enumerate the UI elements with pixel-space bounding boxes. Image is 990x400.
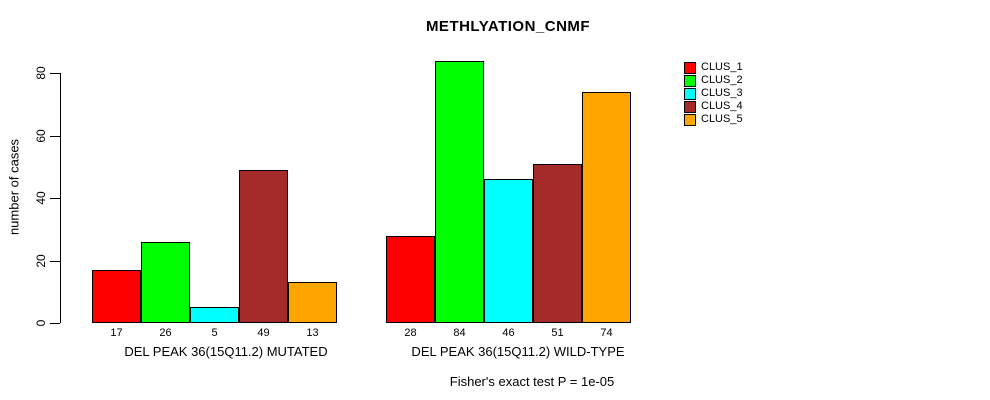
bar-clus_2-group2 bbox=[435, 60, 484, 323]
y-tick-label-40: 40 bbox=[34, 191, 48, 205]
bar-value-label: 84 bbox=[453, 327, 466, 339]
bar-clus_4-group1 bbox=[239, 169, 288, 323]
bar-value-label: 74 bbox=[600, 327, 613, 339]
chart-title: METHLYATION_CNMF bbox=[425, 18, 591, 35]
bar-clus_3-group2 bbox=[484, 179, 533, 323]
y-tick-label-20: 20 bbox=[34, 253, 48, 268]
bar-value-label: 26 bbox=[159, 327, 172, 339]
legend-label-clus_3: CLUS_3 bbox=[701, 87, 743, 99]
y-tick-label-0: 0 bbox=[34, 319, 48, 327]
bar-value-label: 28 bbox=[404, 327, 417, 339]
bar-value-label: 51 bbox=[551, 327, 564, 339]
bar-value-label: 49 bbox=[257, 327, 270, 339]
bar-clus_4-group2 bbox=[533, 163, 582, 323]
legend-label-clus_5: CLUS_5 bbox=[701, 113, 743, 125]
y-axis-line bbox=[60, 73, 61, 323]
bar-value-label: 13 bbox=[306, 327, 319, 339]
bar-value-label: 17 bbox=[110, 327, 123, 339]
bar-clus_5-group2 bbox=[582, 91, 631, 323]
y-tick-label-60: 60 bbox=[34, 128, 48, 143]
bar-clus_5-group1 bbox=[288, 282, 337, 323]
bar-clus_1-group1 bbox=[92, 269, 141, 323]
y-tick-0 bbox=[50, 323, 60, 324]
legend-label-clus_1: CLUS_1 bbox=[701, 61, 743, 73]
legend-swatch-clus_5 bbox=[684, 114, 696, 126]
bar-value-label: 5 bbox=[211, 327, 218, 339]
legend-label-clus_4: CLUS_4 bbox=[701, 100, 743, 112]
bar-clus_3-group1 bbox=[190, 307, 239, 323]
y-tick-20 bbox=[50, 260, 60, 262]
legend-swatch-clus_2 bbox=[684, 75, 696, 87]
y-tick-40 bbox=[50, 198, 60, 199]
y-tick-label-80: 80 bbox=[34, 66, 48, 80]
bar-clus_2-group1 bbox=[141, 241, 190, 323]
y-tick-80 bbox=[50, 73, 60, 74]
legend-swatch-clus_3 bbox=[684, 88, 696, 100]
y-tick-60 bbox=[50, 135, 60, 137]
legend-label-clus_2: CLUS_2 bbox=[701, 74, 743, 86]
y-axis-label: number of cases bbox=[6, 138, 22, 236]
bar-clus_1-group2 bbox=[386, 235, 435, 323]
group-label-wild-type: DEL PEAK 36(15Q11.2) WILD-TYPE bbox=[411, 344, 625, 359]
fisher-test-annotation: Fisher's exact test P = 1e-05 bbox=[449, 374, 615, 389]
legend-swatch-clus_1 bbox=[684, 62, 696, 74]
bar-value-label: 46 bbox=[502, 327, 515, 339]
legend-swatch-clus_4 bbox=[684, 101, 696, 113]
group-label-mutated: DEL PEAK 36(15Q11.2) MUTATED bbox=[124, 344, 328, 359]
